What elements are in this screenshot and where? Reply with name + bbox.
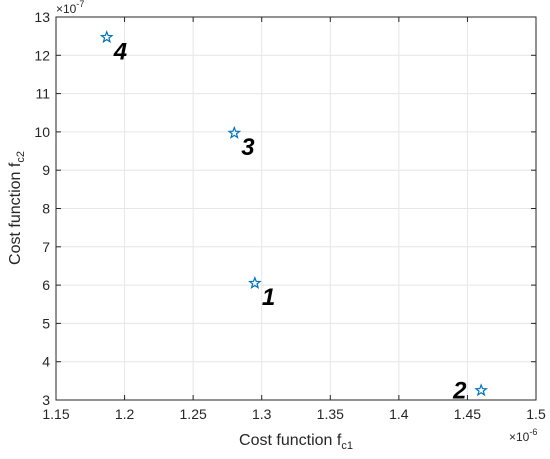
x-tick-label: 1.4 (389, 406, 409, 422)
y-tick-label: 5 (42, 315, 50, 331)
y-tick-label: 7 (42, 239, 50, 255)
y-tick-label: 6 (42, 277, 50, 293)
x-tick-label: 1.35 (317, 406, 344, 422)
x-tick-label: 1.3 (252, 406, 272, 422)
data-point-3 (227, 125, 242, 139)
point-label-2: 2 (452, 377, 467, 404)
y-tick-label: 10 (34, 124, 50, 140)
point-label-3: 3 (241, 134, 255, 161)
x-axis-label: Cost function fc1 (239, 432, 353, 452)
data-point-2 (474, 383, 489, 397)
data-point-1 (247, 275, 262, 290)
y-tick-label: 11 (35, 86, 50, 102)
y-tick-label: 12 (34, 47, 50, 63)
x-tick-label: 1.5 (526, 406, 546, 422)
data-points: 1 2 3 4 (99, 30, 489, 404)
y-tick-label: 13 (34, 9, 50, 25)
ticks: 1.15 1.2 1.25 1.3 1.35 1.4 1.45 1.5345678910111… (34, 9, 546, 422)
data-point-4 (99, 30, 114, 44)
x-tick-label: 1.45 (454, 406, 481, 422)
point-label-1: 1 (262, 284, 275, 311)
y-tick-label: 3 (42, 392, 50, 408)
y-exponent-label: ×10-7 (56, 0, 84, 16)
x-tick-label: 1.25 (180, 406, 207, 422)
y-tick-label: 4 (42, 354, 50, 370)
x-exponent-label: ×10-6 (509, 427, 537, 444)
x-tick-label: 1.2 (115, 406, 135, 422)
y-tick-label: 8 (42, 201, 50, 217)
y-axis-label: Cost function fc2 (7, 151, 27, 265)
y-tick-label: 9 (42, 162, 50, 178)
point-label-4: 4 (113, 38, 127, 65)
x-tick-label: 1.15 (42, 406, 69, 422)
